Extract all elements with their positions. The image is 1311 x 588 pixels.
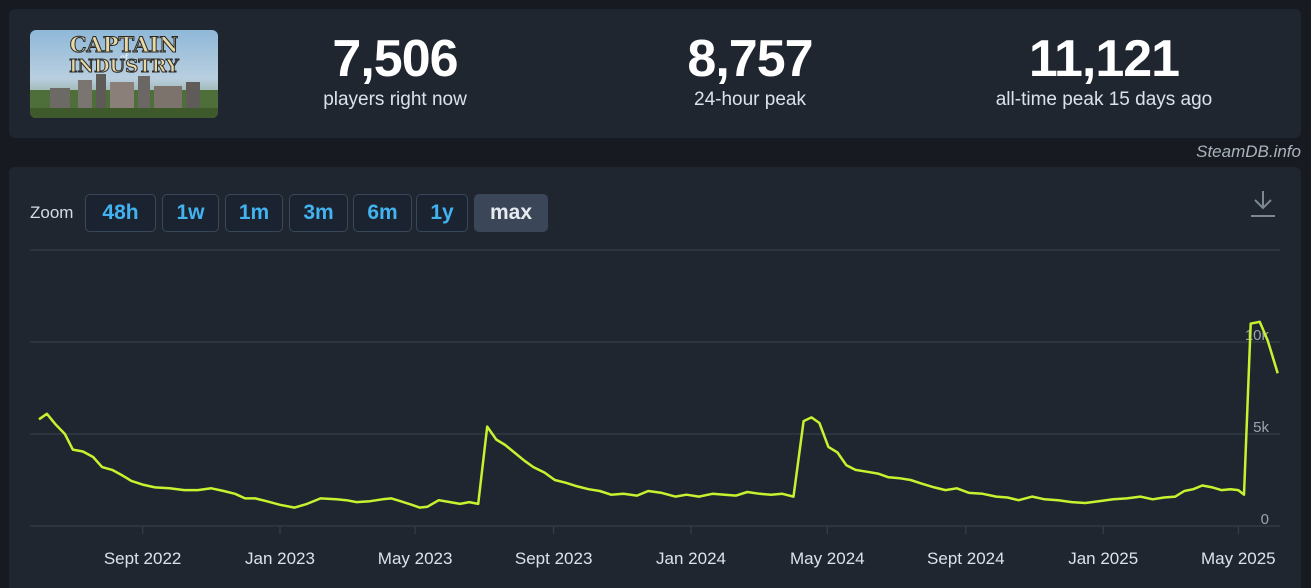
chart-series	[38, 320, 1279, 509]
x-tick-label: Jan 2023	[245, 549, 315, 568]
stat-all-time-peak: 11,121 all-time peak 15 days ago	[944, 31, 1264, 111]
game-logo[interactable]: CAPTAIN of INDUSTRY	[30, 30, 218, 118]
game-logo-title-top: CAPTAIN	[70, 32, 179, 57]
zoom-3m-button[interactable]: 3m	[289, 194, 348, 232]
stat-24h-peak: 8,757 24-hour peak	[590, 31, 910, 111]
series-line	[38, 320, 1279, 509]
y-tick-label: 0	[1261, 511, 1269, 528]
steamdb-credit[interactable]: SteamDB.info	[1196, 142, 1301, 161]
stat-value: 8,757	[687, 30, 813, 88]
stats-panel: CAPTAIN of INDUSTRY 7,506 players right …	[9, 9, 1301, 138]
stat-label: all-time peak 15 days ago	[995, 89, 1213, 110]
zoom-1w-button[interactable]: 1w	[162, 194, 219, 232]
stat-value: 11,121	[1028, 30, 1180, 88]
x-tick-label: May 2025	[1201, 549, 1276, 568]
stat-label: 24-hour peak	[694, 89, 806, 110]
x-tick-label: Sept 2024	[927, 549, 1005, 568]
game-logo-title-bottom: INDUSTRY	[69, 56, 180, 77]
zoom-1y-button[interactable]: 1y	[416, 194, 468, 232]
game-logo-art: CAPTAIN of INDUSTRY	[30, 30, 218, 118]
stat-value: 7,506	[332, 30, 458, 88]
stat-label: players right now	[323, 89, 467, 110]
x-tick-label: Sept 2022	[104, 549, 182, 568]
chart-panel: Zoom 48h 1w 1m 3m 6m 1y max 0 5k 10k Sept …	[9, 167, 1301, 588]
stat-players-now: 7,506 players right now	[235, 31, 555, 111]
zoom-6m-button[interactable]: 6m	[353, 194, 412, 232]
game-logo-title-mid: of	[120, 53, 129, 62]
x-tick-label: Jan 2025	[1068, 549, 1138, 568]
x-axis-ticks: Sept 2022 Jan 2023 May 2023 Sept 2023 Jan 20…	[104, 526, 1276, 568]
chart-grid	[30, 249, 1280, 527]
x-tick-label: Jan 2024	[656, 549, 726, 568]
zoom-max-button[interactable]: max	[474, 194, 548, 232]
zoom-label: Zoom	[30, 203, 74, 222]
x-tick-label: May 2023	[378, 549, 453, 568]
y-tick-label: 5k	[1253, 419, 1269, 436]
zoom-48h-button[interactable]: 48h	[85, 194, 156, 232]
x-tick-label: Sept 2023	[515, 549, 593, 568]
x-tick-label: May 2024	[790, 549, 865, 568]
zoom-1m-button[interactable]: 1m	[225, 194, 283, 232]
download-icon[interactable]	[1249, 189, 1277, 219]
